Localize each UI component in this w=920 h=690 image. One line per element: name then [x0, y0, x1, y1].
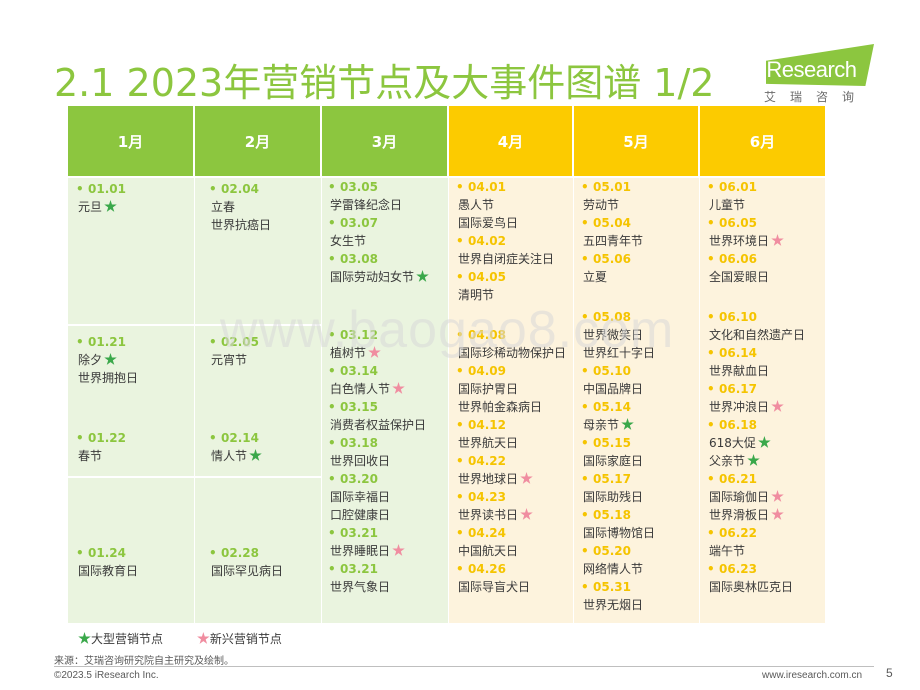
big-star-icon	[104, 353, 117, 365]
iresearch-logo: iResearch 艾瑞咨询	[756, 44, 876, 104]
month-header-mar: 3月	[322, 106, 448, 176]
big-star-icon	[758, 436, 771, 448]
event-item: • 01.01 元旦	[76, 182, 126, 214]
event-list-jun-2: • 06.10 文化和自然遗产日 • 06.14 世界献血日 • 06.17 世界冲浪日 •…	[707, 310, 806, 594]
cell-jun	[700, 178, 826, 625]
page-number: 5	[886, 666, 893, 680]
event-list-apr: • 04.01 愚人节 国际爱鸟日 • 04.02 世界自闭症关注日 • 04.05 清明节	[456, 180, 555, 302]
event-list-may: • 05.01 劳动节 • 05.04 五四青年节 • 05.06 立夏	[581, 180, 644, 284]
cell-apr	[449, 178, 574, 625]
new-star-icon	[392, 382, 405, 394]
cell-jan-2	[68, 326, 195, 478]
month-header-apr: 4月	[449, 106, 573, 176]
new-star-icon	[771, 490, 784, 502]
month-header-jan: 1月	[68, 106, 194, 176]
event-list-mar-2: • 03.12 植树节 • 03.14 白色情人节 • 03.15 消费者权益保护日 • 03…	[328, 328, 427, 594]
website: www.iresearch.com.cn	[762, 670, 863, 681]
new-star-icon	[197, 632, 210, 644]
event-list-mar: • 03.05 学雷锋纪念日 • 03.07 女生节 • 03.08 国际劳动妇女节	[322, 178, 429, 286]
new-star-icon	[771, 508, 784, 520]
footer-divider	[54, 666, 874, 667]
event-item: • 02.05 元宵节	[209, 335, 259, 367]
event-item: • 02.14 情人节	[203, 429, 262, 465]
big-star-icon	[78, 632, 91, 644]
big-star-icon	[249, 449, 262, 461]
new-star-icon	[368, 346, 381, 358]
cell-feb-1	[195, 178, 322, 326]
cell-mar	[322, 178, 449, 625]
big-star-icon	[747, 454, 760, 466]
cell-jan-3	[68, 478, 195, 625]
legend-big: 大型营销节点	[91, 632, 164, 646]
event-table: 1月 2月 3月 4月 5月 6月 • 01.01 元旦 • 01.21 除夕 世界…	[68, 106, 826, 625]
legend-new: 新兴营销节点	[209, 632, 282, 646]
big-star-icon	[621, 418, 634, 430]
month-header-feb: 2月	[195, 106, 321, 176]
page-title: 2.1 2023年营销节点及大事件图谱 1/2	[54, 61, 715, 105]
event-list-apr-2: • 04.08 国际珍稀动物保护日 • 04.09 国际护胃日 世界帕金森病日 • 04.1…	[456, 328, 567, 594]
new-star-icon	[392, 544, 405, 556]
new-star-icon	[771, 400, 784, 412]
event-item: • 02.04 立春 世界抗癌日	[209, 182, 272, 232]
cell-jan-1	[68, 178, 195, 326]
copyright: ©2023.5 iResearch Inc.	[54, 670, 159, 681]
new-star-icon	[771, 234, 784, 246]
event-list-jun: • 06.01 儿童节 • 06.05 世界环境日 • 06.06 全国爱眼日	[701, 178, 784, 286]
month-header-may: 5月	[574, 106, 699, 176]
cell-may	[574, 178, 700, 625]
big-star-icon	[104, 200, 117, 212]
logo-brand: iResearch	[762, 57, 857, 82]
legend: 大型营销节点 新兴营销节点	[76, 630, 310, 647]
event-item: • 02.28 国际罕见病日	[209, 546, 284, 578]
event-item: • 01.21 除夕 世界拥抱日	[76, 335, 139, 385]
logo-cn: 艾瑞咨询	[764, 90, 869, 104]
big-star-icon	[416, 270, 429, 282]
source-note: 来源：艾瑞咨询研究院自主研究及绘制。	[54, 656, 234, 667]
cell-feb-3	[195, 478, 322, 625]
new-star-icon	[520, 508, 533, 520]
event-item: • 01.22 春节	[76, 431, 126, 463]
cell-feb-2	[195, 326, 322, 478]
new-star-icon	[520, 472, 533, 484]
month-header-jun: 6月	[700, 106, 826, 176]
event-list-may-2: • 05.08 世界微笑日 世界红十字日 • 05.10 中国品牌日 • 05.14 母亲节 …	[581, 310, 656, 612]
event-item: • 01.24 国际教育日	[76, 546, 139, 578]
